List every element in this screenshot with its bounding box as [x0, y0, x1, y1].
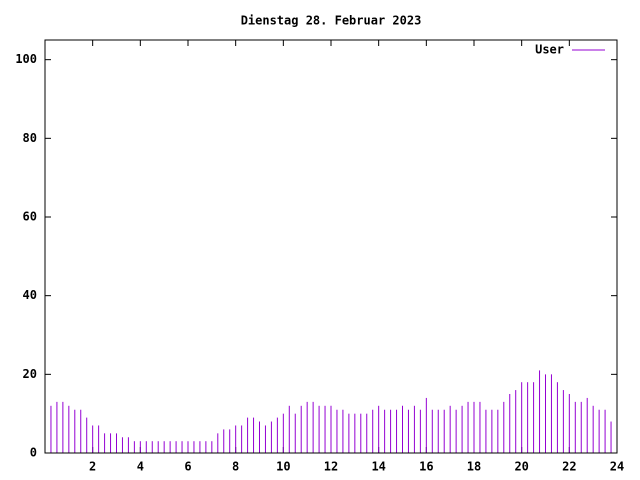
- x-tick-label: 24: [610, 460, 624, 474]
- chart-title: Dienstag 28. Februar 2023: [241, 14, 422, 28]
- x-tick-label: 20: [514, 460, 528, 474]
- x-tick-label: 22: [562, 460, 576, 474]
- x-tick-label: 16: [419, 460, 433, 474]
- y-tick-label: 40: [23, 288, 37, 302]
- x-tick-label: 6: [184, 460, 191, 474]
- y-tick-label: 80: [23, 131, 37, 145]
- x-tick-label: 14: [371, 460, 385, 474]
- x-tick-label: 18: [467, 460, 481, 474]
- y-tick-label: 100: [15, 52, 37, 66]
- x-tick-label: 4: [137, 460, 144, 474]
- x-tick-label: 2: [89, 460, 96, 474]
- y-tick-label: 60: [23, 210, 37, 224]
- y-tick-label: 0: [30, 446, 37, 460]
- legend-label: User: [535, 43, 564, 57]
- x-tick-label: 10: [276, 460, 290, 474]
- plot-border: [44, 39, 618, 454]
- y-tick-label: 20: [23, 367, 37, 381]
- x-tick-label: 12: [324, 460, 338, 474]
- x-tick-label: 8: [232, 460, 239, 474]
